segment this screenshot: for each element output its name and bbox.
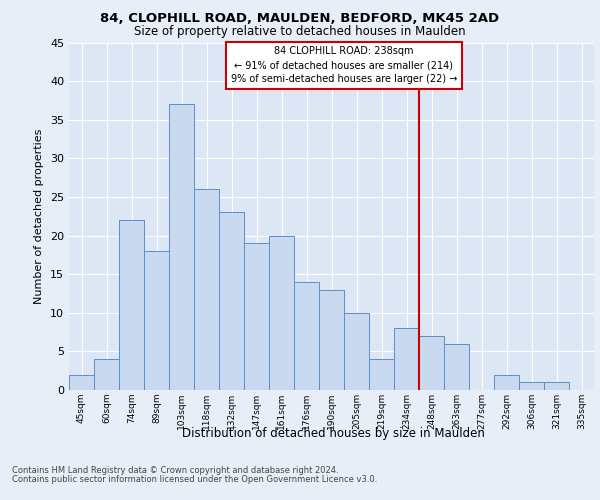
Bar: [519, 382, 544, 390]
Bar: [419, 336, 444, 390]
Bar: [394, 328, 419, 390]
Bar: [319, 290, 344, 390]
Bar: [144, 251, 169, 390]
Text: Contains public sector information licensed under the Open Government Licence v3: Contains public sector information licen…: [12, 475, 377, 484]
Text: Contains HM Land Registry data © Crown copyright and database right 2024.: Contains HM Land Registry data © Crown c…: [12, 466, 338, 475]
Bar: [269, 236, 294, 390]
Bar: [169, 104, 194, 390]
Text: Size of property relative to detached houses in Maulden: Size of property relative to detached ho…: [134, 25, 466, 38]
Bar: [69, 374, 94, 390]
Bar: [494, 374, 519, 390]
Bar: [294, 282, 319, 390]
Bar: [194, 189, 219, 390]
Text: 84, CLOPHILL ROAD, MAULDEN, BEDFORD, MK45 2AD: 84, CLOPHILL ROAD, MAULDEN, BEDFORD, MK4…: [100, 12, 500, 26]
Y-axis label: Number of detached properties: Number of detached properties: [34, 128, 44, 304]
Text: 84 CLOPHILL ROAD: 238sqm
← 91% of detached houses are smaller (214)
9% of semi-d: 84 CLOPHILL ROAD: 238sqm ← 91% of detach…: [231, 46, 457, 84]
Bar: [369, 359, 394, 390]
Bar: [244, 244, 269, 390]
Bar: [544, 382, 569, 390]
Bar: [444, 344, 469, 390]
Bar: [219, 212, 244, 390]
Bar: [119, 220, 144, 390]
Bar: [344, 313, 369, 390]
Bar: [94, 359, 119, 390]
Text: Distribution of detached houses by size in Maulden: Distribution of detached houses by size …: [182, 428, 484, 440]
